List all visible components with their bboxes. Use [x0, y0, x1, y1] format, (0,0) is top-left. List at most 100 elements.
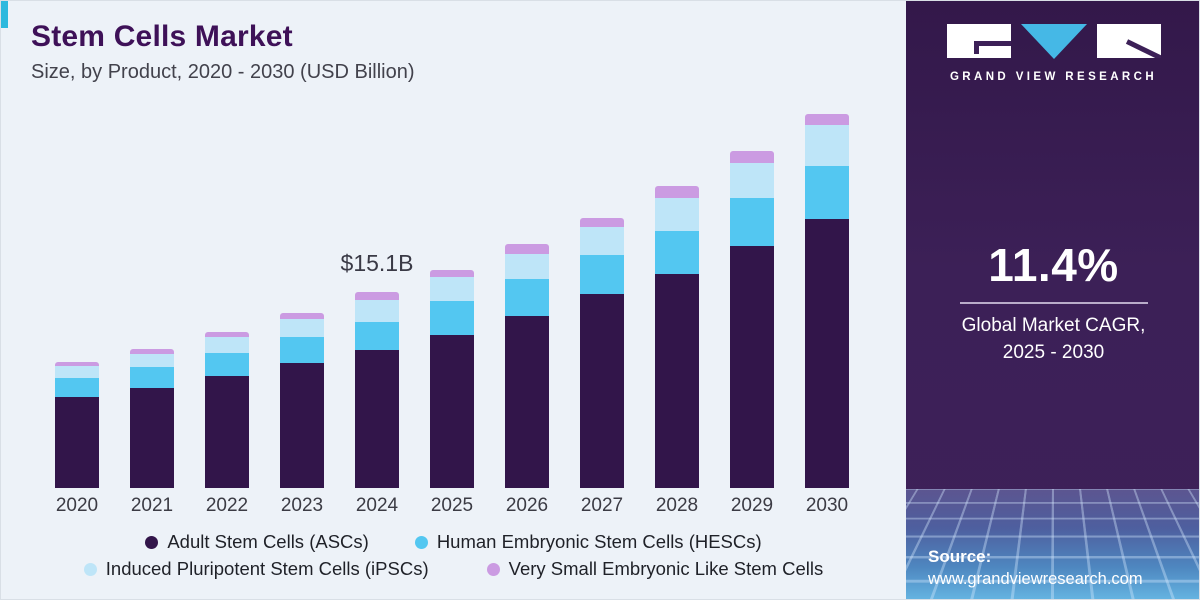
x-axis-label-2028: 2028 — [655, 495, 699, 516]
logo-r-block-icon — [1096, 24, 1161, 58]
bar-segment-vsel-2022 — [205, 332, 249, 338]
legend-dot-ipsc-icon — [83, 562, 97, 576]
chart-panel: Stem Cells Market Size, by Product, 2020… — [1, 1, 906, 599]
bar-segment-asc-2027 — [580, 294, 624, 488]
bar-segment-vsel-2028 — [655, 186, 699, 199]
bar-segment-asc-2023 — [280, 363, 324, 488]
bar-segment-asc-2029 — [730, 246, 774, 488]
bar-segment-vsel-2024 — [355, 291, 399, 300]
bar-segment-ipsc-2021 — [130, 354, 174, 368]
bar-segment-hesc-2023 — [280, 337, 324, 364]
bar-2029: 2029 — [730, 108, 774, 516]
bar-segment-hesc-2020 — [55, 377, 99, 397]
source-text: Source: www.grandviewresearch.com — [928, 547, 1143, 589]
bar-segment-hesc-2021 — [130, 367, 174, 388]
bar-segment-ipsc-2022 — [205, 337, 249, 353]
brand-name: GRAND VIEW RESEARCH — [949, 71, 1158, 83]
bar-segment-asc-2020 — [55, 397, 99, 488]
x-axis-label-2023: 2023 — [280, 495, 324, 516]
logo-v-triangle-icon — [1020, 24, 1087, 59]
bar-segment-asc-2024 — [355, 350, 399, 488]
bar-segment-hesc-2028 — [655, 230, 699, 274]
bar-2021: 2021 — [130, 108, 174, 516]
bar-segment-hesc-2030 — [805, 165, 849, 219]
bar-segment-vsel-2029 — [730, 151, 774, 164]
source-label: Source: — [928, 547, 992, 566]
brand-sidebar: GRAND VIEW RESEARCH 11.4% Global Market … — [906, 1, 1199, 599]
bar-segment-ipsc-2027 — [580, 226, 624, 256]
cagr-divider — [959, 302, 1148, 304]
legend-row-1: Adult Stem Cells (ASCs) Human Embryonic S… — [1, 531, 906, 553]
x-axis-label-2024: 2024 — [355, 495, 399, 516]
bar-segment-asc-2030 — [805, 218, 849, 488]
bar-2030: 2030 — [805, 108, 849, 516]
logo-g-notch — [973, 41, 1011, 46]
legend-dot-hesc-icon — [414, 535, 428, 549]
bar-segment-hesc-2029 — [730, 198, 774, 247]
bar-2023: 2023 — [280, 108, 324, 516]
cagr-block: 11.4% Global Market CAGR, 2025 - 2030 — [906, 238, 1199, 367]
bar-segment-ipsc-2020 — [55, 365, 99, 378]
x-axis-label-2020: 2020 — [55, 495, 99, 516]
bar-segment-vsel-2025 — [430, 269, 474, 278]
cagr-value: 11.4% — [988, 239, 1119, 291]
page-subtitle: Size, by Product, 2020 - 2030 (USD Billi… — [31, 61, 415, 83]
bar-segment-ipsc-2026 — [505, 254, 549, 279]
bar-segment-ipsc-2024 — [355, 299, 399, 322]
logo-r-slit — [1125, 39, 1161, 58]
stacked-bar-chart: 2020 2021 2022 2023 2024 $15.1B 2025 2026 2027 20… — [55, 108, 849, 516]
bar-2024: 2024 $15.1B — [341, 108, 414, 516]
chart-legend: Adult Stem Cells (ASCs) Human Embryonic S… — [1, 531, 906, 585]
logo-g-block-icon — [946, 24, 1011, 58]
legend-row-2: Induced Pluripotent Stem Cells (iPSCs) Ve… — [1, 558, 906, 580]
bar-segment-ipsc-2023 — [280, 319, 324, 338]
value-annotation-2024: $15.1B — [340, 249, 414, 276]
bar-segment-ipsc-2025 — [430, 277, 474, 301]
bar-segment-hesc-2026 — [505, 278, 549, 317]
bar-segment-vsel-2023 — [280, 312, 324, 320]
legend-label-hesc: Human Embryonic Stem Cells (HESCs) — [436, 531, 762, 552]
gvr-logo-icon — [906, 1, 1199, 59]
bar-segment-vsel-2026 — [505, 243, 549, 255]
legend-label-vsel: Very Small Embryonic Like Stem Cells — [508, 558, 824, 579]
bar-segment-asc-2028 — [655, 273, 699, 488]
x-axis-label-2025: 2025 — [430, 495, 474, 516]
bar-segment-hesc-2025 — [430, 300, 474, 335]
bar-segment-asc-2021 — [130, 387, 174, 488]
bar-2020: 2020 — [55, 108, 99, 516]
bar-2026: 2026 — [505, 108, 549, 516]
bar-segment-hesc-2024 — [355, 321, 399, 351]
bar-segment-asc-2022 — [205, 376, 249, 488]
source-area: Source: www.grandviewresearch.com — [906, 489, 1199, 599]
x-axis-label-2027: 2027 — [580, 495, 624, 516]
bar-segment-asc-2026 — [505, 316, 549, 488]
cagr-label: Global Market CAGR, 2025 - 2030 — [906, 313, 1199, 367]
bar-segment-ipsc-2029 — [730, 163, 774, 199]
legend-label-asc: Adult Stem Cells (ASCs) — [167, 531, 369, 552]
legend-item-ipsc: Induced Pluripotent Stem Cells (iPSCs) — [83, 558, 429, 580]
bar-segment-hesc-2022 — [205, 352, 249, 377]
legend-label-ipsc: Induced Pluripotent Stem Cells (iPSCs) — [105, 558, 429, 579]
bar-2025: 2025 — [430, 108, 474, 516]
logo-g-notch-tick — [973, 41, 979, 54]
source-url-link[interactable]: www.grandviewresearch.com — [928, 570, 1143, 588]
x-axis-label-2021: 2021 — [130, 495, 174, 516]
bar-segment-asc-2025 — [430, 334, 474, 488]
x-axis-label-2026: 2026 — [505, 495, 549, 516]
bar-segment-vsel-2027 — [580, 217, 624, 227]
corner-accent-mark — [1, 1, 8, 28]
bar-2022: 2022 — [205, 108, 249, 516]
bar-segment-vsel-2020 — [55, 361, 99, 366]
legend-item-asc: Adult Stem Cells (ASCs) — [145, 531, 369, 553]
cagr-label-line2: 2025 - 2030 — [1002, 341, 1105, 363]
x-axis-label-2022: 2022 — [205, 495, 249, 516]
bar-2028: 2028 — [655, 108, 699, 516]
bar-2027: 2027 — [580, 108, 624, 516]
cagr-label-line1: Global Market CAGR, — [961, 315, 1146, 336]
bar-segment-hesc-2027 — [580, 255, 624, 295]
bar-segment-vsel-2030 — [805, 113, 849, 126]
bar-segment-ipsc-2028 — [655, 198, 699, 231]
x-axis-label-2029: 2029 — [730, 495, 774, 516]
bar-segment-ipsc-2030 — [805, 125, 849, 166]
